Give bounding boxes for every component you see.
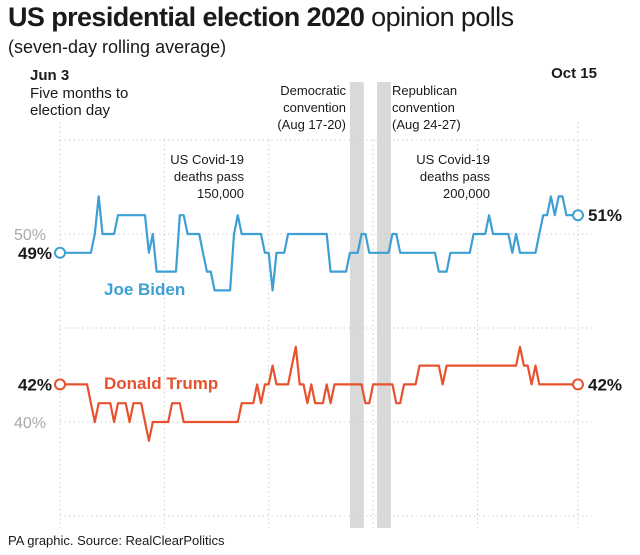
trump-line bbox=[60, 345, 578, 442]
democratic-convention-band bbox=[349, 82, 364, 528]
start-date-label: Jun 3 bbox=[30, 67, 69, 84]
chart-title: US presidential election 2020 opinion po… bbox=[8, 2, 514, 33]
start-note-line: election day bbox=[30, 102, 111, 119]
trump-end-value: 42% bbox=[588, 375, 622, 394]
biden-start-value: 49% bbox=[18, 244, 52, 263]
y-tick-label: 50% bbox=[14, 227, 46, 244]
biden-end-value: 51% bbox=[588, 206, 622, 225]
democratic-convention-label: (Aug 17-20) bbox=[277, 117, 346, 132]
chart-title-rest: opinion polls bbox=[371, 2, 514, 32]
covid-150k-label: US Covid-19 bbox=[170, 152, 244, 167]
trump-start-value: 42% bbox=[18, 375, 52, 394]
covid-150k-label: 150,000 bbox=[197, 186, 244, 201]
covid-150k-label: deaths pass bbox=[174, 169, 245, 184]
biden-end-marker bbox=[572, 209, 584, 222]
y-tick-label: 40% bbox=[14, 415, 46, 432]
democratic-convention-label: convention bbox=[283, 100, 346, 115]
biden-start-marker bbox=[54, 246, 66, 259]
trump-start-marker bbox=[54, 378, 66, 391]
biden-series-name: Joe Biden bbox=[104, 280, 185, 299]
covid-200k-label: 200,000 bbox=[443, 186, 490, 201]
chart-title-main: US presidential election 2020 bbox=[8, 2, 365, 32]
start-note-line: Five months to bbox=[30, 85, 128, 102]
republican-convention-label: (Aug 24-27) bbox=[392, 117, 461, 132]
republican-convention-label: convention bbox=[392, 100, 455, 115]
trump-series-name: Donald Trump bbox=[104, 374, 218, 393]
biden-line bbox=[60, 195, 578, 292]
end-date-label: Oct 15 bbox=[551, 65, 597, 82]
trump-end-marker bbox=[572, 378, 584, 391]
source-note: PA graphic. Source: RealClearPolitics bbox=[8, 533, 225, 548]
republican-convention-band bbox=[376, 82, 391, 528]
republican-convention-label: Republican bbox=[392, 83, 457, 98]
covid-200k-label: US Covid-19 bbox=[416, 152, 490, 167]
chart-subtitle: (seven-day rolling average) bbox=[8, 37, 227, 57]
democratic-convention-label: Democratic bbox=[280, 83, 346, 98]
covid-200k-label: deaths pass bbox=[420, 169, 491, 184]
